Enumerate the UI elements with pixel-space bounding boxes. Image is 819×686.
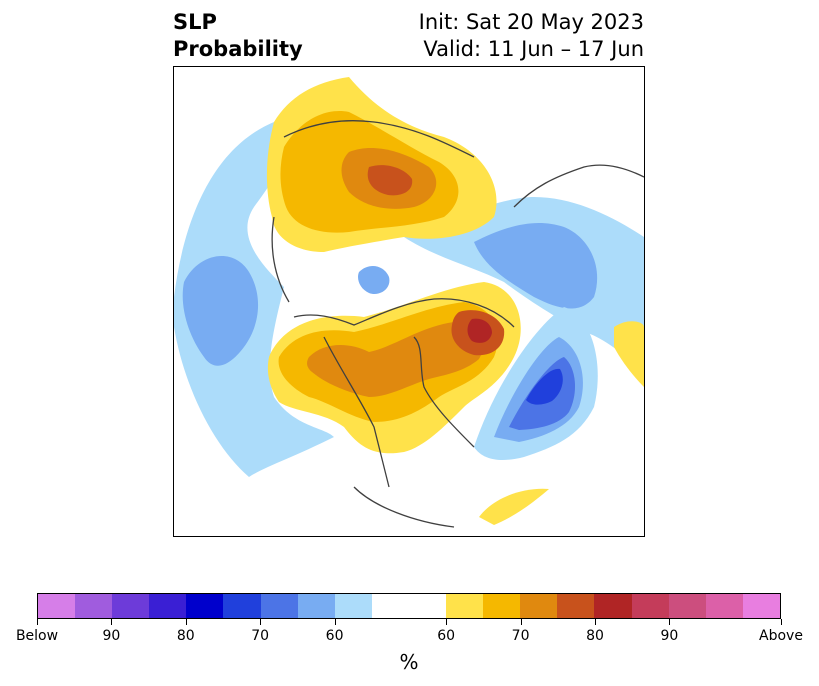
valid-range: Valid: 11 Jun – 17 Jun (423, 37, 644, 61)
colorbar-tick (37, 619, 38, 625)
colorbar-swatch (297, 594, 335, 618)
colorbar-tick-label: 80 (586, 628, 604, 644)
asia-above-core (367, 165, 413, 196)
colorbar-swatch (334, 594, 372, 618)
title-line-slp: SLP (173, 10, 217, 34)
colorbar-tick (595, 619, 596, 625)
forecast-dates: Init: Sat 20 May 2023 Valid: 11 Jun – 17… (419, 9, 644, 63)
atlantic-blue-core (526, 368, 563, 405)
colorbar-swatch (483, 594, 521, 618)
colorbar-swatch (260, 594, 298, 618)
colorbar-tick-label: 80 (176, 628, 195, 644)
colorbar-tick-label: 70 (251, 628, 270, 644)
colorbar-swatch (186, 594, 224, 618)
atlantic-above-yellow (479, 488, 549, 525)
colorbar-swatch (668, 594, 706, 618)
colorbar-tick-label: Above (759, 628, 803, 644)
probability-map (173, 66, 645, 537)
colorbar-swatch (371, 594, 447, 618)
colorbar-swatch (557, 594, 595, 618)
colorbar-tick-label: 90 (102, 628, 121, 644)
colorbar-swatch (149, 594, 187, 618)
colorbar-tick (111, 619, 113, 625)
colorbar-swatch (594, 594, 632, 618)
pacific-blue-core (182, 255, 259, 366)
colorbar-tick (334, 619, 336, 625)
colorbar-swatch (520, 594, 558, 618)
map-canvas (174, 77, 644, 528)
colorbar-tick (520, 619, 522, 625)
colorbar-swatch (631, 594, 669, 618)
colorbar-unit: % (399, 650, 419, 674)
eurasia-blue-core (474, 222, 598, 309)
na-above-dark (307, 322, 483, 397)
colorbar-swatch (742, 594, 780, 618)
init-date: Init: Sat 20 May 2023 (418, 10, 644, 34)
colorbar-swatch (223, 594, 261, 618)
colorbar-tick-label: 60 (325, 628, 344, 644)
colorbar-tick-label: 90 (660, 628, 679, 644)
colorbar-tick-label: 70 (511, 628, 530, 644)
europe-above-yellow (614, 321, 644, 387)
colorbar-tick (446, 619, 448, 625)
colorbar-tick (781, 619, 782, 625)
title-line-probability: Probability (173, 37, 303, 61)
colorbar-tick (669, 619, 671, 625)
colorbar-swatch (75, 594, 113, 618)
colorbar-swatch (38, 594, 76, 618)
colorbar-tick-label: 60 (437, 628, 456, 644)
greenland-above-max (467, 318, 492, 343)
coastlines (271, 120, 644, 528)
arctic-blue-patch (358, 265, 390, 295)
colorbar-tick-label: Below (15, 628, 59, 644)
colorbar-swatch (112, 594, 150, 618)
colorbar-swatch (446, 594, 484, 618)
chart-title: SLP Probability (173, 9, 303, 63)
colorbar-swatch (705, 594, 743, 618)
colorbar-tick (260, 619, 262, 625)
probability-colorbar (37, 593, 781, 619)
colorbar-tick (185, 619, 187, 625)
